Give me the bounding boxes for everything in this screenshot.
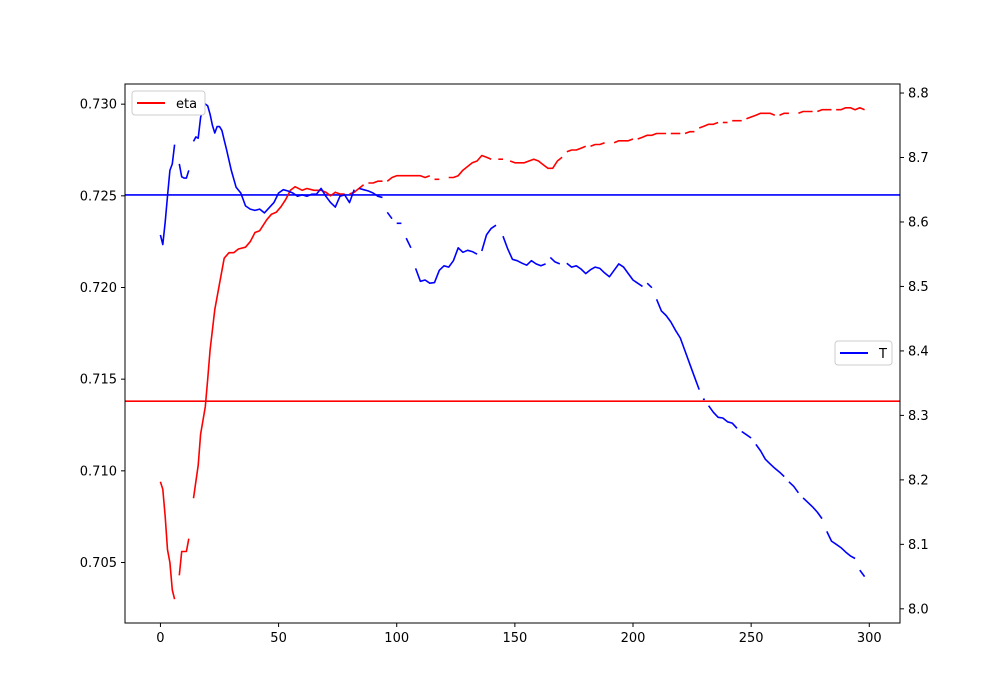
series-t-segment-4 — [386, 211, 393, 220]
series-eta-segment-5 — [386, 174, 431, 182]
x-tick-label: 150 — [502, 631, 527, 646]
legend-eta-label: eta — [176, 97, 197, 112]
y-left-tick-label: 0.710 — [80, 464, 117, 479]
y-left-tick-label: 0.720 — [80, 281, 117, 296]
y-right-tick-label: 8.0 — [908, 602, 929, 617]
series-eta-segment-4 — [368, 180, 383, 184]
legend-eta-box — [131, 90, 206, 116]
series-t-segment-3 — [358, 187, 383, 199]
y-left-tick-label: 0.715 — [80, 373, 117, 388]
y-right-tick-label: 8.4 — [908, 344, 929, 359]
x-tick-label: 300 — [857, 631, 882, 646]
series-t-segment-20 — [826, 531, 856, 560]
series-t-segment-12 — [646, 282, 653, 289]
series-eta-segment-10 — [566, 145, 586, 153]
series-t-segment-17 — [755, 443, 785, 478]
plot-frame — [124, 83, 901, 624]
series-eta-segment-15 — [684, 130, 695, 135]
series-t-segment-11 — [566, 262, 643, 288]
series-t-segment-16 — [741, 430, 752, 439]
legend-eta: eta — [131, 90, 206, 116]
y-right-tick-label: 8.3 — [908, 409, 929, 424]
y-right-tick-label: 8.8 — [908, 87, 929, 102]
series-t-segment-21 — [859, 569, 866, 578]
series-eta-segment-21 — [798, 110, 813, 115]
x-tick-label: 0 — [156, 631, 164, 646]
y-left-tick-label: 0.705 — [80, 556, 117, 571]
series-eta-segment-9 — [509, 156, 563, 170]
series-t-segment-19 — [802, 497, 823, 520]
series-t-segment-15 — [707, 405, 738, 429]
y-right-tick-label: 8.7 — [908, 151, 929, 166]
series-t-segment-6 — [405, 237, 412, 249]
series-t-segment-2 — [192, 103, 355, 214]
y-left-tick-label: 0.730 — [80, 98, 117, 113]
series-t-segment-0 — [159, 144, 176, 246]
x-tick-label: 200 — [621, 631, 646, 646]
series-t-segment-7 — [414, 247, 478, 285]
series-eta-segment-1 — [178, 538, 190, 576]
series-eta-segment-19 — [746, 112, 776, 120]
legend-t: T — [834, 340, 893, 366]
x-tick-label: 50 — [270, 631, 287, 646]
series-t-segment-8 — [481, 224, 497, 252]
series-eta-segment-7 — [448, 154, 492, 179]
series-t-segment-18 — [788, 481, 800, 494]
y-left-tick-label: 0.725 — [80, 189, 117, 204]
series-eta-segment-13 — [637, 132, 667, 140]
series-eta-segment-23 — [836, 107, 865, 111]
series-eta-segment-2 — [192, 185, 345, 499]
series-eta-segment-12 — [613, 138, 634, 144]
y-right-tick-label: 8.5 — [908, 280, 929, 295]
x-tick-label: 100 — [384, 631, 409, 646]
series-eta-segment-3 — [349, 184, 365, 195]
series-eta-segment-0 — [159, 481, 176, 600]
series-t-segment-1 — [178, 163, 190, 179]
y-right-tick-label: 8.1 — [908, 538, 929, 553]
y-right-tick-label: 8.6 — [908, 215, 929, 230]
x-tick-label: 250 — [739, 631, 764, 646]
series-t-segment-9 — [502, 235, 546, 267]
series-eta-segment-22 — [817, 108, 832, 113]
series-t-segment-10 — [549, 256, 561, 265]
series-t-segment-13 — [655, 298, 700, 390]
series-eta-segment-16 — [698, 121, 719, 129]
series-eta-segment-11 — [590, 141, 605, 148]
series-eta-segment-20 — [779, 112, 789, 116]
y-right-tick-label: 8.2 — [908, 473, 929, 488]
legend-t-label: T — [878, 347, 887, 362]
